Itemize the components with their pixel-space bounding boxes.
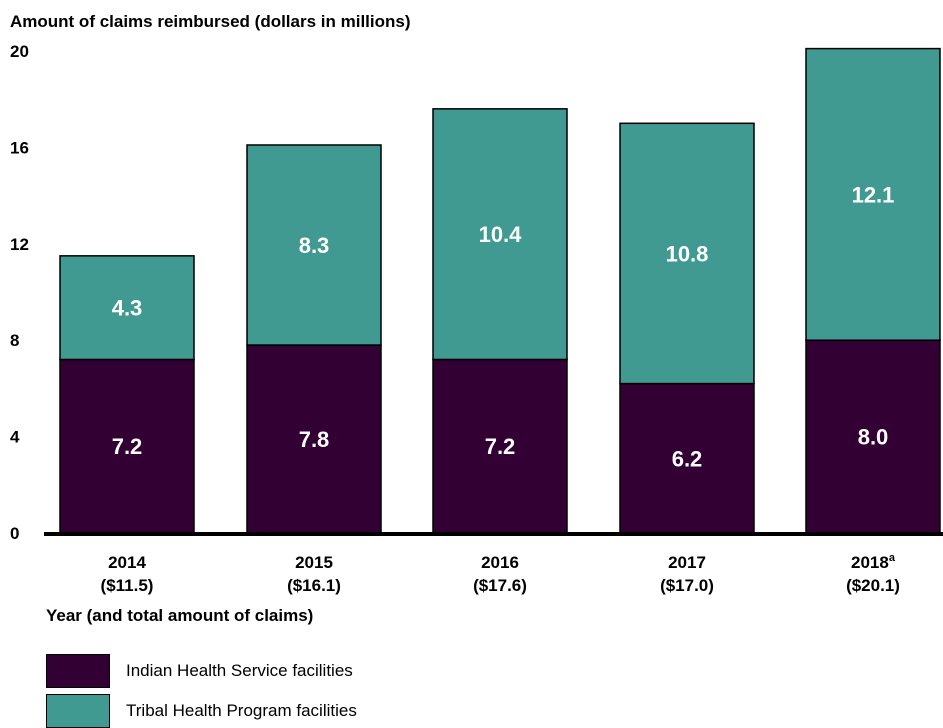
legend-item-ihs: Indian Health Service facilities <box>46 654 353 688</box>
bar-thp <box>59 255 195 361</box>
x-tick-total-label: ($16.1) <box>287 576 341 595</box>
x-tick-label: 2014 <box>108 553 146 572</box>
x-tick-total-label: ($17.0) <box>660 576 714 595</box>
bar-ihs <box>432 358 568 534</box>
legend-swatch-thp <box>46 694 110 728</box>
x-tick-superscript: a <box>889 552 896 564</box>
legend-item-thp: Tribal Health Program facilities <box>46 694 357 728</box>
data-label-ihs: 8.0 <box>858 425 889 450</box>
x-tick-total-label: ($11.5) <box>101 576 154 595</box>
data-label-thp: 8.3 <box>299 233 330 258</box>
x-axis-title: Year (and total amount of claims) <box>46 606 314 625</box>
y-tick-label: 16 <box>10 138 29 157</box>
bar-thp <box>246 144 382 346</box>
data-label-ihs: 6.2 <box>672 446 703 471</box>
data-label-thp: 10.8 <box>666 241 709 266</box>
legend-swatch-ihs <box>46 654 110 688</box>
bar-ihs <box>246 344 382 534</box>
data-label-ihs: 7.2 <box>485 434 516 459</box>
data-label-ihs: 7.8 <box>299 427 330 452</box>
y-tick-label: 4 <box>10 428 20 447</box>
x-tick-total-label: ($20.1) <box>846 576 900 595</box>
x-tick-label: 2017 <box>668 553 706 572</box>
x-tick-total-label: ($17.6) <box>473 576 527 595</box>
x-tick-label: 2016 <box>481 553 519 572</box>
y-tick-label: 12 <box>10 235 29 254</box>
bar-thp <box>619 122 755 385</box>
data-label-thp: 12.1 <box>852 182 895 207</box>
x-tick-label: 2015 <box>295 553 333 572</box>
legend-label-thp: Tribal Health Program facilities <box>126 701 357 720</box>
bar-ihs <box>59 358 195 534</box>
legend-label-ihs: Indian Health Service facilities <box>126 661 353 680</box>
x-tick-label: 2018a <box>851 552 896 572</box>
data-label-ihs: 7.2 <box>112 434 143 459</box>
y-tick-label: 8 <box>10 331 19 350</box>
y-tick-label: 20 <box>10 42 29 61</box>
bar-ihs <box>619 382 755 534</box>
y-axis-title: Amount of claims reimbursed (dollars in … <box>10 12 411 31</box>
y-tick-label: 0 <box>10 524 19 543</box>
bar-thp <box>432 108 568 361</box>
bar-thp <box>805 47 941 341</box>
data-label-thp: 4.3 <box>112 296 143 321</box>
data-label-thp: 10.4 <box>479 222 523 247</box>
